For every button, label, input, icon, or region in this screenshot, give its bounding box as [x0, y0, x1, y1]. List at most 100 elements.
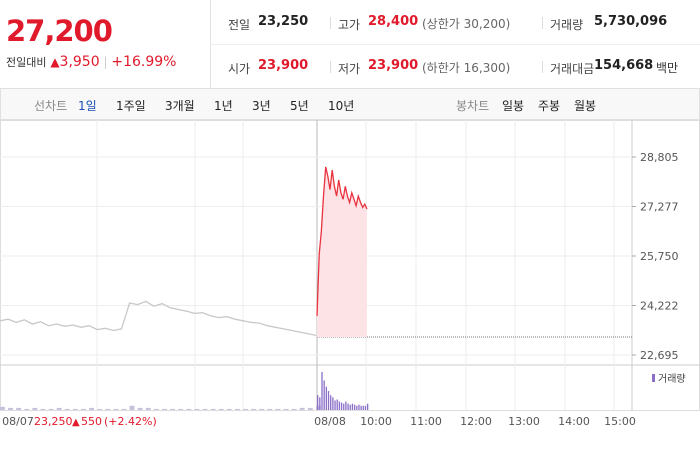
volume-bar	[267, 408, 273, 410]
volume-bar	[283, 408, 289, 410]
y-tick-label: 28,805	[640, 151, 679, 164]
tab[interactable]: 주봉	[538, 99, 561, 113]
volume-bar	[186, 408, 192, 410]
volume-bar	[121, 408, 127, 410]
volume-bar	[8, 407, 13, 410]
divider	[330, 61, 331, 73]
stat-value: 23,250	[258, 14, 309, 29]
volume-bar	[202, 408, 208, 410]
volume-bar	[291, 408, 297, 410]
volume-bar	[145, 407, 151, 410]
tab-bar	[0, 88, 700, 120]
stat-limit: (하한가 16,300)	[422, 61, 511, 75]
x-tick-label: 13:00	[508, 415, 540, 428]
volume-bar	[178, 408, 184, 410]
stat-label: 저가	[338, 62, 361, 76]
volume-bar	[56, 407, 62, 410]
stat-label: 거래대금	[550, 62, 595, 76]
y-tick-label: 24,222	[640, 300, 679, 313]
price: 27,200	[6, 14, 113, 48]
volume-bar	[64, 408, 70, 410]
divider	[542, 61, 543, 73]
stat-value: 28,400	[368, 14, 419, 29]
divider	[542, 17, 543, 29]
x-tick-label: 14:00	[558, 415, 590, 428]
volume-bar	[48, 408, 54, 410]
y-tick-label: 27,277	[640, 201, 679, 214]
volume-bar	[323, 380, 325, 410]
up-icon: ▲	[50, 55, 60, 69]
divider	[330, 17, 331, 29]
volume-bar	[327, 391, 330, 410]
legend-swatch	[652, 374, 655, 382]
volume-bar	[251, 408, 257, 410]
volume-bar	[162, 408, 167, 410]
tab[interactable]: 3년	[252, 99, 271, 113]
stat-value: 23,900	[258, 58, 309, 73]
line	[316, 166, 368, 316]
x-tick-label: 11:00	[410, 415, 442, 428]
tab[interactable]: 10년	[328, 99, 355, 113]
volume-bar	[360, 405, 362, 410]
volume-bar	[336, 399, 338, 410]
volume-bar	[343, 403, 345, 410]
tab[interactable]: 5년	[290, 99, 309, 113]
stat-label: 시가	[228, 62, 251, 76]
volume-bar	[89, 407, 94, 410]
y-tick-label: 22,695	[640, 349, 679, 362]
footer-up-icon: ▲	[72, 417, 80, 428]
volume-bar	[316, 405, 321, 410]
volume-bar	[317, 395, 319, 410]
x-tick-label: 15:00	[604, 415, 636, 428]
volume-bar	[345, 401, 347, 410]
x-tick-label: 08/08	[314, 415, 346, 428]
footer-rate: (+2.42%)	[104, 415, 157, 428]
volume-bar	[72, 408, 78, 410]
y-tick-label: 25,750	[640, 250, 679, 263]
stat-label: 거래량	[550, 18, 584, 32]
x-tick-label: 10:00	[360, 415, 392, 428]
volume-bar	[332, 397, 334, 410]
tab-label: 봉차트	[456, 99, 490, 113]
volume-bar	[32, 407, 38, 410]
volume-bar	[210, 408, 216, 410]
volume-bar	[97, 408, 103, 410]
volume-bar	[356, 405, 358, 410]
volume-bar	[105, 408, 111, 410]
volume-bar	[275, 408, 281, 410]
volume-bar	[218, 408, 224, 410]
volume-bar	[234, 408, 240, 410]
volume-bar	[319, 397, 321, 410]
change: 전일대비 ▲3,950 | +16.99%	[6, 54, 176, 70]
volume-bar	[153, 408, 159, 410]
volume-bar	[299, 407, 305, 410]
stat-label: 전일	[228, 18, 251, 32]
footer-close: 23,250	[34, 415, 73, 428]
stat-value: 5,730,096	[594, 14, 668, 29]
volume-bar	[353, 404, 356, 410]
divider	[211, 44, 700, 45]
tab[interactable]: 1년	[214, 99, 233, 113]
volume-bar	[259, 408, 265, 410]
tab[interactable]: 월봉	[574, 99, 597, 113]
volume-bar	[334, 400, 336, 410]
tab[interactable]: 일봉	[502, 99, 525, 113]
change-rate: +16.99%	[111, 54, 177, 70]
change-value: 3,950	[59, 54, 100, 70]
tab[interactable]: 1일	[78, 99, 97, 113]
volume-bar	[321, 372, 323, 410]
area	[317, 166, 367, 338]
tab[interactable]: 3개월	[165, 99, 195, 113]
volume-bar	[340, 402, 343, 410]
volume-bar	[243, 408, 248, 410]
volume-bar	[24, 408, 30, 410]
line	[0, 300, 317, 337]
volume-bar	[113, 408, 119, 410]
volume-bar	[338, 401, 341, 410]
tab[interactable]: 1주일	[116, 99, 146, 113]
volume-bar	[367, 403, 369, 410]
footer-change: 550	[81, 415, 102, 428]
volume-bar	[170, 408, 176, 410]
change-label: 전일대비	[6, 56, 47, 69]
